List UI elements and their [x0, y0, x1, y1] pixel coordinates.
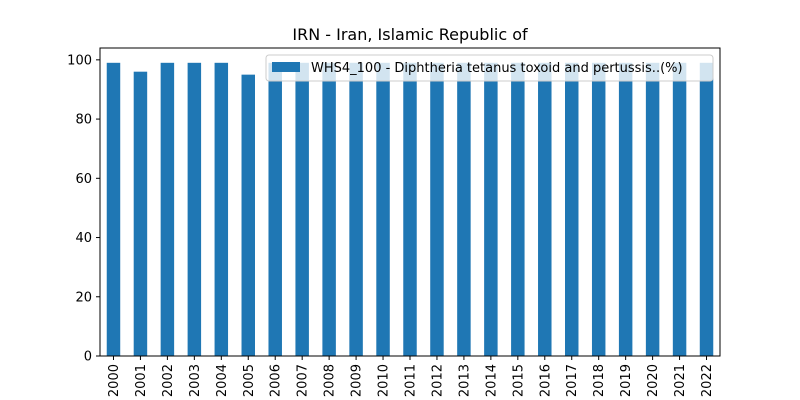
y-tick-label-100: 100 [67, 53, 92, 68]
plot-frame [99, 47, 721, 357]
bar-2014 [484, 62, 498, 357]
y-tick-label-60: 60 [75, 172, 92, 187]
bar-2016 [538, 62, 552, 357]
bar-2021 [672, 62, 687, 357]
x-tick-label-2008: 2008 [323, 364, 338, 397]
x-tick-label-2006: 2006 [269, 364, 284, 397]
x-tick-label-2022: 2022 [700, 364, 715, 397]
x-tick-label-2018: 2018 [592, 364, 607, 397]
bar-2020 [645, 62, 660, 357]
y-axis: 0 20 40 60 80 100 [67, 53, 100, 365]
bar-2001 [133, 71, 148, 356]
bar-2015 [511, 62, 525, 357]
x-tick-label-2019: 2019 [619, 364, 634, 397]
bar-2003 [187, 62, 202, 357]
x-tick-label-2012: 2012 [430, 364, 445, 397]
x-axis: 2000 2001 2002 2003 2004 2005 2006 2007 2008 2009… [107, 356, 715, 397]
x-tick-label-2013: 2013 [457, 364, 472, 397]
x-tick-label-2010: 2010 [377, 364, 392, 397]
bar-2022 [699, 62, 714, 357]
legend-label: WHS4_100 - Diphtheria tetanus toxoid and… [311, 61, 683, 76]
x-tick-label-2001: 2001 [134, 364, 149, 397]
bar-2002 [160, 62, 175, 357]
legend-swatch [272, 62, 300, 72]
bar-2007 [295, 62, 309, 357]
bar-2006 [268, 62, 282, 357]
bar-2004 [214, 62, 229, 357]
x-tick-label-2000: 2000 [107, 364, 122, 397]
x-tick-label-2021: 2021 [673, 364, 688, 397]
bar-2009 [349, 62, 363, 357]
x-tick-label-2016: 2016 [538, 364, 553, 397]
bar-2018 [591, 62, 606, 357]
bar-2011 [403, 62, 417, 357]
bar-2012 [430, 62, 444, 357]
bar-2013 [457, 62, 471, 357]
y-tick-label-20: 20 [75, 290, 92, 305]
bar-2008 [322, 62, 336, 357]
y-tick-label-80: 80 [75, 113, 92, 128]
bar-2010 [376, 62, 390, 357]
y-tick-label-0: 0 [84, 350, 92, 365]
x-tick-label-2014: 2014 [484, 364, 499, 397]
x-tick-label-2017: 2017 [565, 364, 580, 397]
x-tick-label-2011: 2011 [404, 364, 419, 397]
x-tick-label-2009: 2009 [350, 364, 365, 397]
bar-2000 [106, 62, 121, 357]
x-tick-label-2020: 2020 [646, 364, 661, 397]
bar-2019 [618, 62, 633, 357]
legend: WHS4_100 - Diphtheria tetanus toxoid and… [265, 54, 714, 82]
x-tick-label-2004: 2004 [215, 364, 230, 397]
legend-box [265, 54, 714, 82]
y-tick-label-40: 40 [75, 231, 92, 246]
x-tick-label-2003: 2003 [188, 364, 203, 397]
x-tick-label-2002: 2002 [161, 364, 176, 397]
chart-title: IRN - Iran, Islamic Republic of [292, 25, 528, 44]
bar-2017 [565, 62, 579, 357]
x-tick-label-2005: 2005 [242, 364, 257, 397]
bars-group [106, 62, 714, 357]
x-tick-label-2007: 2007 [296, 364, 311, 397]
x-tick-label-2015: 2015 [511, 364, 526, 397]
bar-2005 [241, 74, 255, 357]
